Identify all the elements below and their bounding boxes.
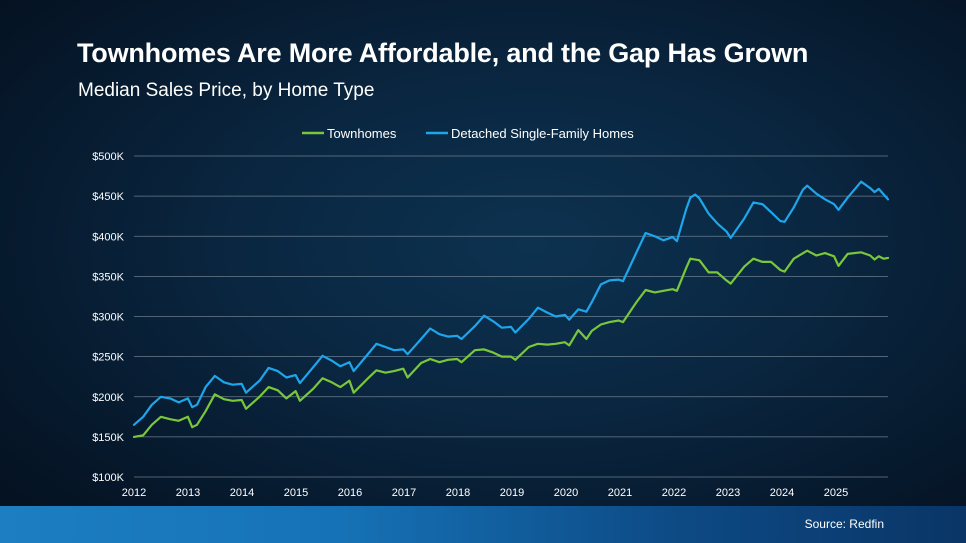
y-tick-label: $450K xyxy=(92,191,124,203)
x-tick-label: 2018 xyxy=(446,487,470,499)
x-tick-label: 2024 xyxy=(770,487,794,499)
legend-label-detached: Detached Single-Family Homes xyxy=(451,126,634,141)
x-tick-label: 2021 xyxy=(608,487,632,499)
series-line-townhomes xyxy=(132,249,890,438)
x-tick-label: 2019 xyxy=(500,487,524,499)
x-tick-label: 2013 xyxy=(176,487,200,499)
x-tick-label: 2015 xyxy=(284,487,308,499)
y-tick-label: $400K xyxy=(92,231,124,243)
y-tick-label: $100K xyxy=(92,472,124,484)
y-tick-label: $250K xyxy=(92,352,124,364)
x-tick-label: 2017 xyxy=(392,487,416,499)
y-tick-label: $200K xyxy=(92,392,124,404)
x-tick-label: 2023 xyxy=(716,487,740,499)
x-tick-label: 2025 xyxy=(824,487,848,499)
chart-subtitle: Median Sales Price, by Home Type xyxy=(78,80,375,101)
legend-label-townhomes: Townhomes xyxy=(327,126,397,141)
x-tick-label: 2012 xyxy=(122,487,146,499)
series-line-detached xyxy=(132,180,890,426)
y-tick-label: $500K xyxy=(92,151,124,163)
x-tick-label: 2022 xyxy=(662,487,686,499)
source-label: Source: Redfin xyxy=(804,517,884,531)
y-tick-label: $300K xyxy=(92,312,124,324)
x-tick-label: 2020 xyxy=(554,487,578,499)
x-tick-label: 2014 xyxy=(230,487,254,499)
y-tick-label: $150K xyxy=(92,432,124,444)
y-tick-label: $350K xyxy=(92,271,124,283)
page-title: Townhomes Are More Affordable, and the G… xyxy=(77,38,809,68)
x-tick-label: 2016 xyxy=(338,487,362,499)
footer-bar: Source: Redfin xyxy=(0,506,966,543)
